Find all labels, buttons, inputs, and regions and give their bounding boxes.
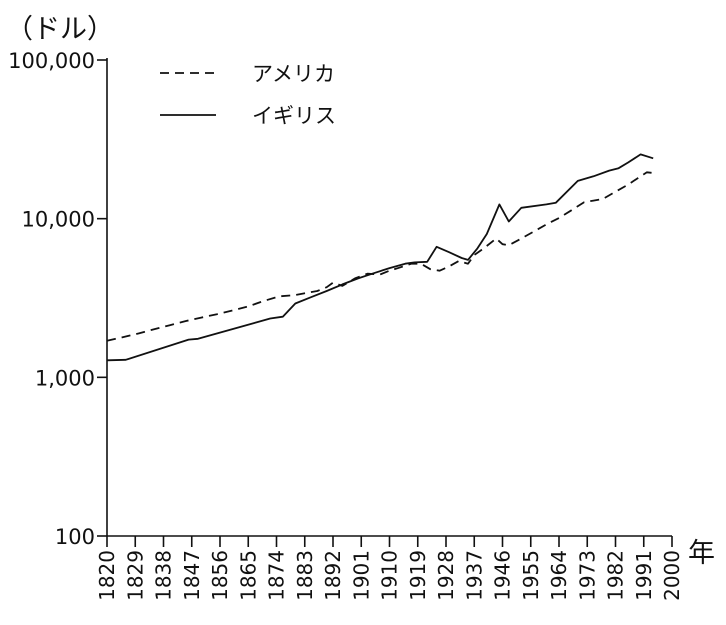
x-tick-label: 1910 (378, 550, 402, 601)
x-tick-label: 1838 (152, 550, 176, 601)
chart-axes (106, 58, 672, 537)
x-tick-label: 1991 (632, 550, 656, 601)
x-tick-label: 1973 (575, 550, 599, 601)
series-line-usa (106, 171, 654, 342)
x-tick-label: 1919 (406, 550, 430, 601)
x-tick-label: 1874 (265, 550, 289, 601)
x-tick-label: 1964 (547, 550, 571, 601)
x-tick-label: 1955 (519, 550, 543, 601)
x-tick-label: 1829 (123, 550, 147, 601)
series-lines (106, 153, 654, 362)
y-axis-unit-label: （ドル） (6, 14, 114, 45)
x-tick-label: 1892 (321, 550, 345, 601)
x-tick-label: 1928 (434, 550, 458, 601)
series-line-uk (106, 153, 654, 362)
y-tick-label: 1,000 (35, 366, 95, 390)
x-tick-label: 1847 (180, 550, 204, 601)
x-tick-label: 1982 (604, 550, 628, 601)
x-tick-label: 1901 (349, 550, 373, 601)
x-axis-unit-label: 年 (688, 538, 715, 569)
y-tick-label: 100 (55, 525, 95, 549)
x-tick-label: 2000 (660, 550, 684, 601)
x-tick-label: 1883 (293, 550, 317, 601)
x-tick-label: 1856 (208, 550, 232, 601)
x-tick-label: 1865 (236, 550, 260, 601)
y-tick-label: 10,000 (22, 208, 95, 232)
y-tick-label: 100,000 (8, 49, 95, 73)
x-tick-label: 1937 (462, 550, 486, 601)
legend-label: イギリス (252, 104, 336, 128)
y-axis-ticks: 100 1,000 10,000 100,000 (8, 49, 107, 549)
x-axis-ticks: 1820 1829 1838 1847 1856 1865 1874 1883 1892 1901… (95, 536, 684, 601)
x-tick-label: 1820 (95, 550, 119, 601)
legend-label: アメリカ (252, 62, 335, 86)
x-tick-label: 1946 (491, 550, 515, 601)
